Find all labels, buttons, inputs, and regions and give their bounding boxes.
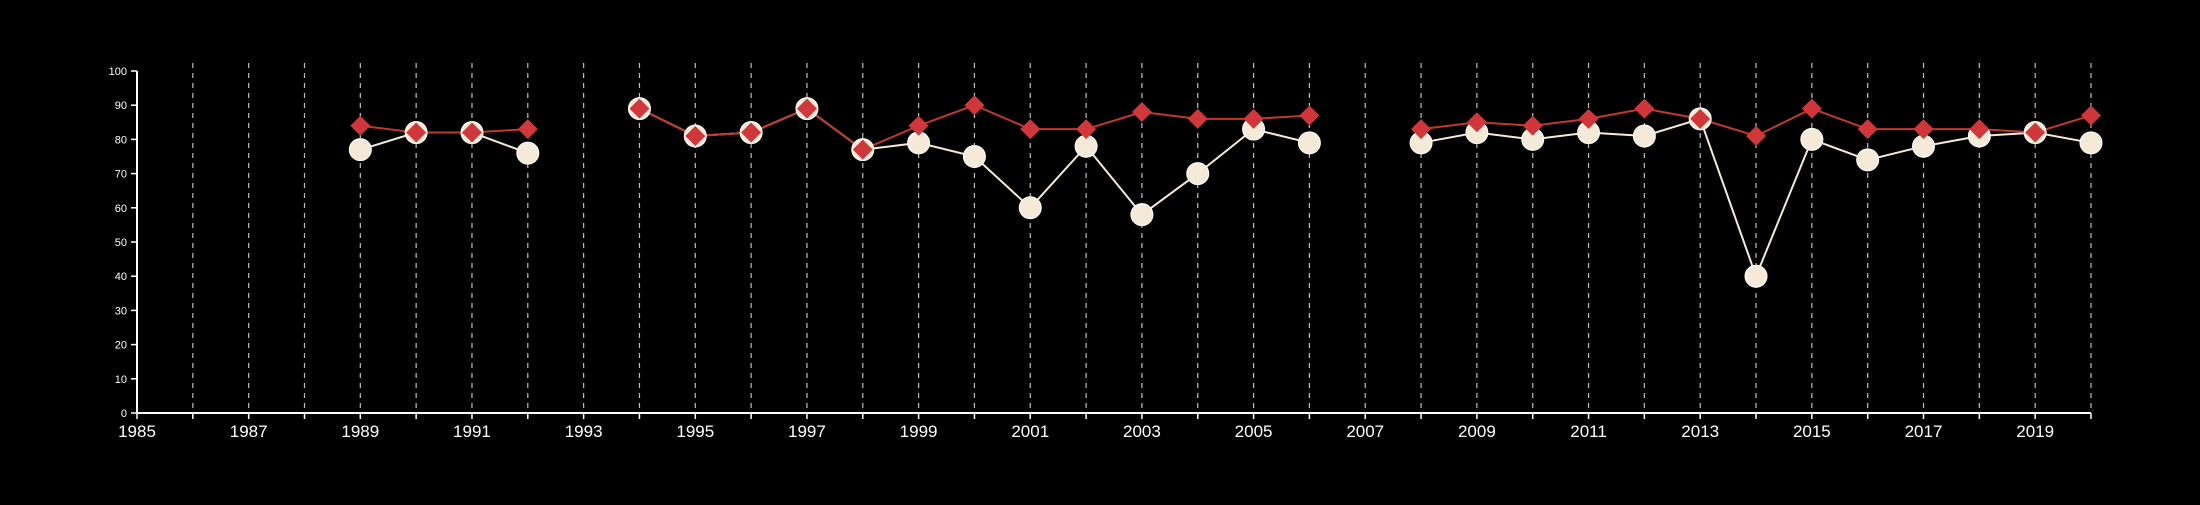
x-tick-label: 2011	[1570, 422, 1607, 441]
data-point-circle	[1632, 124, 1656, 148]
data-point-diamond	[1411, 119, 1432, 140]
data-point-circle	[1856, 148, 1880, 172]
data-point-circle	[1186, 162, 1210, 186]
data-point-diamond	[685, 125, 706, 146]
x-tick-label: 2013	[1681, 422, 1719, 441]
data-point-diamond	[406, 122, 427, 143]
y-tick-label: 70	[115, 169, 127, 181]
data-point-circle	[1800, 127, 1824, 151]
series-circle-lines	[360, 107, 2092, 280]
y-tick-label: 100	[109, 66, 127, 78]
data-point-diamond	[629, 98, 650, 119]
x-tick-label: 2001	[1011, 422, 1049, 441]
series-diamond-markers	[350, 95, 2101, 160]
y-tick-label: 30	[115, 305, 127, 317]
x-tick-label: 2005	[1235, 422, 1273, 441]
data-point-diamond	[1857, 119, 1878, 140]
y-tick-label: 90	[115, 100, 127, 112]
y-tick-label: 50	[115, 237, 127, 249]
x-tick-label: 1991	[453, 422, 491, 441]
data-point-circle	[962, 145, 986, 168]
series-layer	[348, 95, 2103, 288]
y-tick-label: 40	[115, 271, 127, 283]
data-point-circle	[1018, 196, 1042, 220]
data-point-diamond	[964, 95, 985, 116]
data-point-diamond	[852, 139, 873, 160]
y-tick-label: 20	[115, 340, 127, 352]
data-point-diamond	[350, 115, 371, 136]
y-tick-label: 10	[115, 374, 127, 386]
data-point-diamond	[1522, 115, 1543, 136]
data-point-circle	[1130, 203, 1154, 227]
x-tick-label: 1995	[676, 422, 714, 441]
data-point-diamond	[908, 115, 929, 136]
x-tick-label: 2015	[1793, 422, 1831, 441]
data-point-diamond	[1746, 125, 1767, 146]
data-point-diamond	[1076, 119, 1097, 140]
data-point-circle	[348, 138, 372, 162]
x-tick-label: 2009	[1458, 422, 1496, 441]
data-point-diamond	[1131, 102, 1152, 123]
data-point-diamond	[1299, 105, 1320, 126]
data-point-diamond	[1913, 119, 1934, 140]
data-point-circle	[1297, 131, 1321, 155]
x-tick-label: 1989	[341, 422, 379, 441]
y-tick-label: 0	[121, 408, 127, 420]
data-point-diamond	[796, 98, 817, 119]
data-point-diamond	[1801, 98, 1822, 119]
series-diamond-lines	[360, 104, 2092, 151]
x-tick-label: 2019	[2016, 422, 2054, 441]
data-point-circle	[1744, 264, 1768, 288]
x-tick-label: 1993	[565, 422, 603, 441]
data-point-diamond	[741, 122, 762, 143]
x-tick-label: 2007	[1346, 422, 1384, 441]
axes: 0 10 20 30 40 50 60 70 80 90 100 1985 1987 1989 1991 19…	[109, 66, 2092, 441]
data-point-diamond	[1690, 108, 1711, 129]
data-point-diamond	[517, 119, 538, 140]
data-point-diamond	[1020, 119, 1041, 140]
data-point-circle	[2079, 131, 2103, 155]
data-point-diamond	[2025, 122, 2046, 143]
data-point-diamond	[1187, 108, 1208, 129]
data-point-diamond	[1969, 119, 1990, 140]
x-tick-label: 2003	[1123, 422, 1161, 441]
data-point-diamond	[461, 122, 482, 143]
x-tick-label: 1985	[118, 422, 156, 441]
y-tick-label: 80	[115, 134, 127, 146]
data-point-diamond	[2081, 105, 2101, 126]
series-circle-markers	[348, 97, 2103, 288]
x-tick-label: 1987	[230, 422, 268, 441]
x-tick-label: 1997	[788, 422, 826, 441]
grid	[192, 63, 2092, 413]
data-point-diamond	[1578, 108, 1599, 129]
x-tick-label: 2017	[1905, 422, 1943, 441]
y-tick-label: 60	[115, 203, 127, 215]
data-point-diamond	[1634, 98, 1655, 119]
series-line	[360, 124, 528, 134]
data-point-diamond	[1243, 108, 1264, 129]
x-tick-label: 1999	[900, 422, 938, 441]
series-line	[360, 131, 529, 155]
data-point-circle	[516, 141, 540, 165]
data-point-diamond	[1466, 112, 1487, 133]
